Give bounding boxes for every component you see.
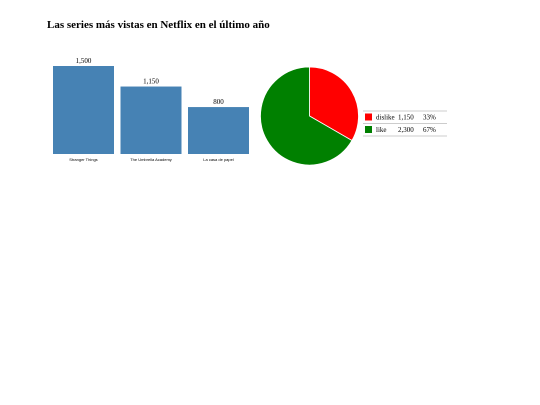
legend-label: dislike [376,114,395,122]
legend-percent: 67% [423,126,436,134]
pie-chart [260,66,359,166]
pie-slice-like [260,66,353,166]
legend-value: 1,150 [398,114,414,122]
pie-slice-dislike [309,66,359,142]
legend-swatch-dislike [365,113,372,121]
bar-category-label: Stranger Things [69,157,97,162]
bar-value-label: 1,150 [143,78,159,86]
bar-category-label: The Umbrella Academy [130,157,172,162]
pie-legend: dislike 1,150 33% like 2,300 67% [363,110,447,137]
bar-1 [120,86,182,154]
legend-swatch-like [365,126,372,133]
bar-value-label: 800 [213,98,224,106]
bar-value-label: 1,500 [76,57,92,65]
legend-label: like [376,126,387,134]
bar-0 [53,66,114,154]
legend-percent: 33% [423,114,436,122]
legend-value: 2,300 [398,126,414,134]
bar-chart: 1,500 Stranger Things 1,150 The Umbrella Ac… [53,57,249,162]
bar-category-label: La casa de papel [203,157,234,162]
bar-2 [188,107,249,154]
chart-title: Las series más vistas en Netflix en el ú… [47,19,270,31]
